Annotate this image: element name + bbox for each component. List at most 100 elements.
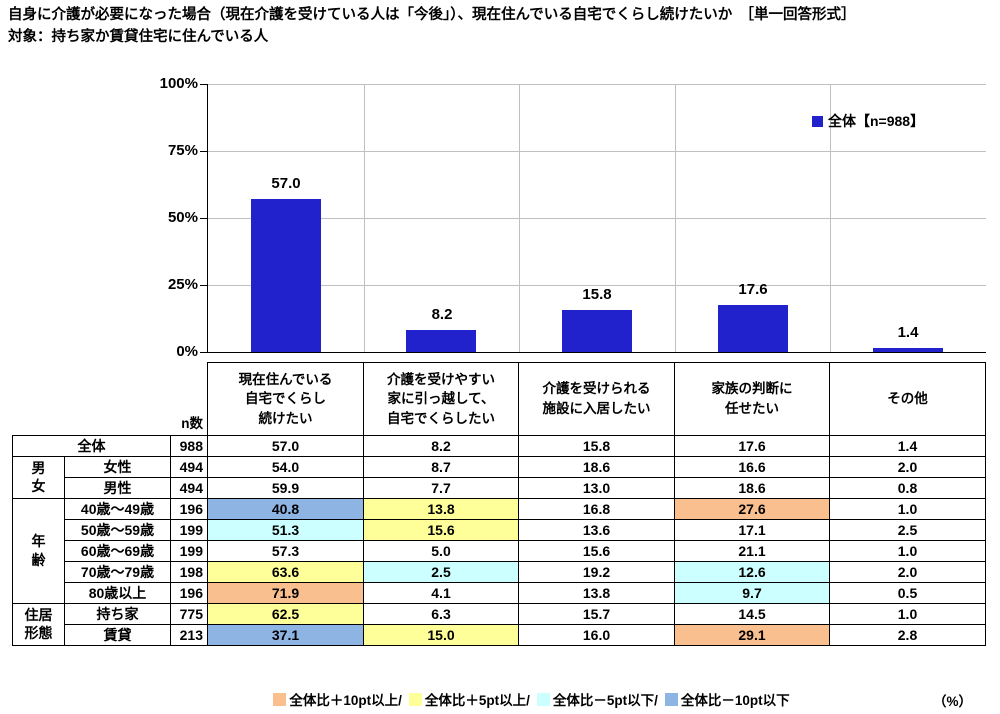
page-title: 自身に介護が必要になった場合（現在介護を受けている人は「今後」）、現在住んでいる…	[8, 5, 856, 49]
n-cell: 213	[170, 623, 208, 646]
bar-value-label: 17.6	[738, 280, 768, 298]
legend-item-plus10: 全体比＋10pt以上/	[273, 689, 402, 709]
title-line1: 自身に介護が必要になった場合（現在介護を受けている人は「今後」）、現在住んでいる…	[8, 7, 856, 23]
legend-swatch-icon	[812, 115, 823, 127]
value-cell: 54.0	[207, 455, 364, 478]
row-group-gender: 男 女	[12, 455, 65, 499]
value-cell: 2.0	[829, 560, 986, 583]
row-label-rental: 賃貸	[64, 623, 171, 646]
value-cell-highlight: 40.8	[207, 497, 364, 520]
value-cell: 6.3	[363, 602, 519, 625]
table-row-60s: 60歳～69歳 199 57.3 5.0 15.6 21.1 1.0	[13, 539, 986, 562]
value-cell: 5.0	[363, 539, 519, 562]
column-header-move-house: 介護を受けやすい 家に引っ越して、 自宅でくらしたい	[363, 362, 519, 436]
value-cell-highlight: 15.0	[363, 623, 519, 646]
n-cell: 988	[170, 435, 208, 457]
value-cell-highlight: 12.6	[674, 560, 830, 583]
value-cell: 2.5	[829, 518, 986, 541]
plus5-swatch-icon	[408, 692, 422, 706]
gridline-50	[208, 218, 986, 219]
minus10-swatch-icon	[664, 692, 678, 706]
legend-label: 全体【n=988】	[828, 113, 925, 129]
value-cell: 15.7	[518, 602, 675, 625]
table-header-row: n数 現在住んでいる 自宅でくらし 続けたい 介護を受けやすい 家に引っ越して、…	[12, 362, 986, 436]
n-cell: 198	[170, 560, 208, 583]
value-cell: 17.1	[674, 518, 830, 541]
legend-item-minus5: 全体比－5pt以下/	[536, 689, 658, 709]
n-column-label: n数	[170, 362, 208, 436]
gridline-100	[208, 84, 986, 85]
value-cell: 0.5	[829, 581, 986, 604]
value-cell-highlight: 15.6	[363, 518, 519, 541]
value-cell: 16.8	[518, 497, 675, 520]
value-cell: 15.8	[518, 435, 675, 457]
row-label-50s: 50歳～59歳	[64, 518, 171, 541]
value-cell: 19.2	[518, 560, 675, 583]
bar-value-label: 8.2	[431, 306, 453, 324]
value-cell-highlight: 62.5	[207, 602, 364, 625]
category-separator	[830, 84, 831, 352]
value-cell: 2.0	[829, 455, 986, 478]
gridline-75	[208, 151, 986, 152]
bar-other	[873, 348, 943, 352]
axis-tick	[200, 285, 207, 286]
legend-item-label: 全体比－5pt以下/	[552, 693, 658, 708]
y-axis-label-100: 100%	[159, 75, 198, 92]
bar-value-label: 57.0	[271, 175, 301, 193]
table-row-80plus: 80歳以上 196 71.9 4.1 13.8 9.7 0.5	[13, 581, 986, 604]
column-header-stay-home: 現在住んでいる 自宅でくらし 続けたい	[207, 362, 364, 436]
breakdown-table: n数 現在住んでいる 自宅でくらし 続けたい 介護を受けやすい 家に引っ越して、…	[12, 362, 986, 646]
category-separator	[519, 84, 520, 352]
n-cell: 199	[170, 539, 208, 562]
bar-stay-current-home	[251, 199, 321, 352]
axis-tick	[200, 151, 207, 152]
table-row-70s: 70歳～79歳 198 63.6 2.5 19.2 12.6 2.0	[13, 560, 986, 583]
category-separator	[364, 84, 365, 352]
unit-label: （%）	[933, 694, 973, 709]
value-cell: 13.6	[518, 518, 675, 541]
legend-item-minus10: 全体比－10pt以下	[664, 689, 790, 709]
value-cell: 57.0	[207, 435, 364, 457]
axis-tick	[200, 352, 207, 353]
value-cell-highlight: 27.6	[674, 497, 830, 520]
row-label-zentai: 全体	[12, 435, 171, 457]
row-label-owned: 持ち家	[64, 602, 171, 625]
value-cell-highlight: 71.9	[207, 581, 364, 604]
y-axis-label-75: 75%	[167, 142, 198, 159]
value-cell: 21.1	[674, 539, 830, 562]
bar-value-label: 15.8	[582, 285, 612, 303]
value-cell: 1.4	[829, 435, 986, 457]
n-cell: 494	[170, 476, 208, 499]
row-label-70s: 70歳～79歳	[64, 560, 171, 583]
row-group-housing: 住居 形態	[12, 602, 65, 646]
title-line2: 対象：持ち家か賃貸住宅に住んでいる人	[8, 28, 269, 45]
chart-legend: 全体【n=988】	[812, 111, 924, 131]
column-header-other: その他	[829, 362, 986, 436]
value-cell: 14.5	[674, 602, 830, 625]
column-header-facility: 介護を受けられる 施設に入居したい	[518, 362, 675, 436]
n-cell: 199	[170, 518, 208, 541]
table-row-40s: 年 齢 40歳～49歳 196 40.8 13.8 16.8 27.6 1.0	[12, 497, 986, 604]
table-row-female: 男 女 女性 494 54.0 8.7 18.6 16.6 2.0	[12, 455, 986, 499]
value-cell: 1.0	[829, 539, 986, 562]
value-cell: 18.6	[518, 455, 675, 478]
value-cell-highlight: 63.6	[207, 560, 364, 583]
value-cell-highlight: 29.1	[674, 623, 830, 646]
n-cell: 775	[170, 602, 208, 625]
bar-value-label: 1.4	[897, 324, 919, 342]
plus10-swatch-icon	[273, 692, 287, 706]
minus5-swatch-icon	[536, 692, 550, 706]
value-cell: 1.0	[829, 602, 986, 625]
value-cell: 18.6	[674, 476, 830, 499]
axis-tick	[200, 218, 207, 219]
value-cell-highlight: 2.5	[363, 560, 519, 583]
bar-enter-facility	[562, 309, 632, 352]
bar-move-care-friendly	[406, 330, 476, 352]
value-cell: 16.0	[518, 623, 675, 646]
value-cell: 57.3	[207, 539, 364, 562]
row-label-female: 女性	[64, 455, 171, 478]
row-label-80plus: 80歳以上	[64, 581, 171, 604]
legend-item-label: 全体比＋5pt以上/	[424, 693, 530, 708]
value-cell: 8.2	[363, 435, 519, 457]
